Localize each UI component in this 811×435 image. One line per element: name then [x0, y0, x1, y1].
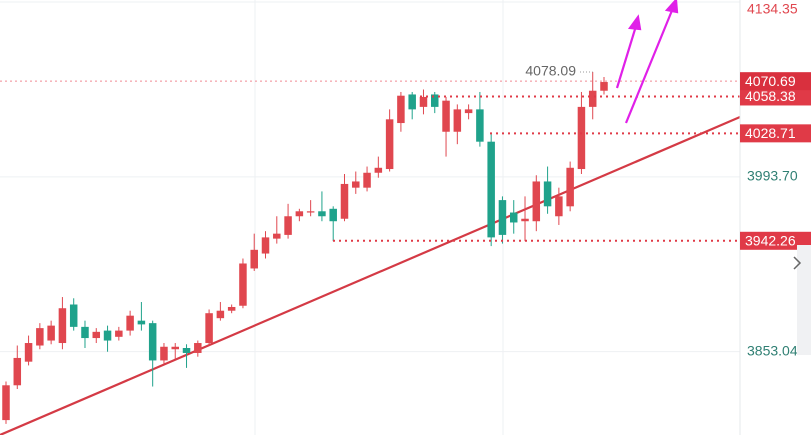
- arrow: [615, 25, 638, 89]
- candle-body: [318, 211, 326, 217]
- candle-body: [498, 200, 507, 235]
- candle-body: [577, 106, 586, 170]
- candle-body: [194, 343, 202, 353]
- y-tick-label: 4134.35: [747, 1, 798, 17]
- price-tag: [740, 124, 811, 143]
- candle-body: [92, 331, 101, 339]
- candle-body: [148, 323, 157, 361]
- candle-body: [103, 330, 112, 341]
- scroll-strip: [797, 245, 811, 355]
- candle-body: [47, 325, 55, 341]
- y-tick-label: 3993.70: [747, 168, 798, 184]
- candle-body: [385, 119, 394, 170]
- y-tick-label: 3853.04: [747, 342, 798, 358]
- candle-body: [239, 263, 247, 306]
- candle-body: [24, 343, 33, 362]
- candle-body: [442, 100, 450, 132]
- candle-body: [306, 211, 315, 213]
- candle-body: [36, 328, 44, 346]
- expand-button[interactable]: [793, 256, 802, 270]
- candle-body: [555, 196, 563, 217]
- candle-body: [352, 181, 360, 188]
- candle-body: [453, 109, 462, 132]
- candle-body: [250, 249, 258, 269]
- price-tag: [740, 231, 811, 250]
- price-tag-label: 4070.69: [745, 73, 796, 89]
- candle-body: [521, 218, 529, 222]
- candle-body: [160, 346, 168, 361]
- candle-body: [340, 183, 349, 219]
- candle-body: [487, 141, 495, 238]
- candle-body: [126, 315, 134, 331]
- plot: 4078.09: [0, 63, 740, 424]
- candle-body: [284, 216, 292, 235]
- candle-body: [295, 211, 304, 217]
- arrow-head: [664, 0, 679, 14]
- candle-body: [397, 95, 405, 124]
- candle-body: [171, 346, 179, 350]
- candle-body: [509, 212, 518, 223]
- candle-body: [13, 357, 22, 386]
- arrows: [615, 0, 679, 124]
- price-tag: [740, 72, 811, 91]
- arrow: [624, 7, 675, 124]
- candle-body: [227, 306, 236, 311]
- price-tag-label: 4058.38: [745, 88, 796, 104]
- candle-body: [600, 82, 608, 91]
- candle-body: [419, 96, 428, 107]
- trend-line: [0, 115, 741, 435]
- candle-body: [431, 94, 439, 107]
- candle-body: [205, 313, 213, 344]
- candle-body: [543, 181, 552, 207]
- high-label: 4078.09: [525, 63, 576, 79]
- candle-body: [374, 167, 383, 173]
- arrow-head: [627, 14, 642, 31]
- candle-body: [464, 109, 473, 114]
- candle-body: [273, 233, 281, 239]
- candle-body: [2, 385, 10, 421]
- candle-body: [408, 94, 416, 110]
- candle-body: [588, 90, 597, 107]
- candle-body: [216, 310, 225, 319]
- candle-body: [58, 308, 67, 344]
- price-tag: [740, 87, 811, 106]
- price-tag-label: 4028.71: [745, 125, 796, 141]
- candle-body: [69, 304, 78, 327]
- candle-body: [81, 326, 89, 339]
- candle-body: [363, 172, 371, 188]
- price-axis: 4134.35 3993.70 3853.04 4058.38 4028.71 3942.…: [740, 1, 811, 358]
- candle-body: [532, 181, 541, 222]
- candle-body: [261, 237, 270, 254]
- price-tag-label: 3942.26: [745, 232, 796, 248]
- candle-body: [476, 109, 484, 142]
- candle-body: [566, 167, 574, 207]
- candle-body: [329, 208, 337, 222]
- candle-body: [115, 330, 123, 337]
- candle-body: [182, 348, 191, 353]
- candle-body: [137, 320, 146, 325]
